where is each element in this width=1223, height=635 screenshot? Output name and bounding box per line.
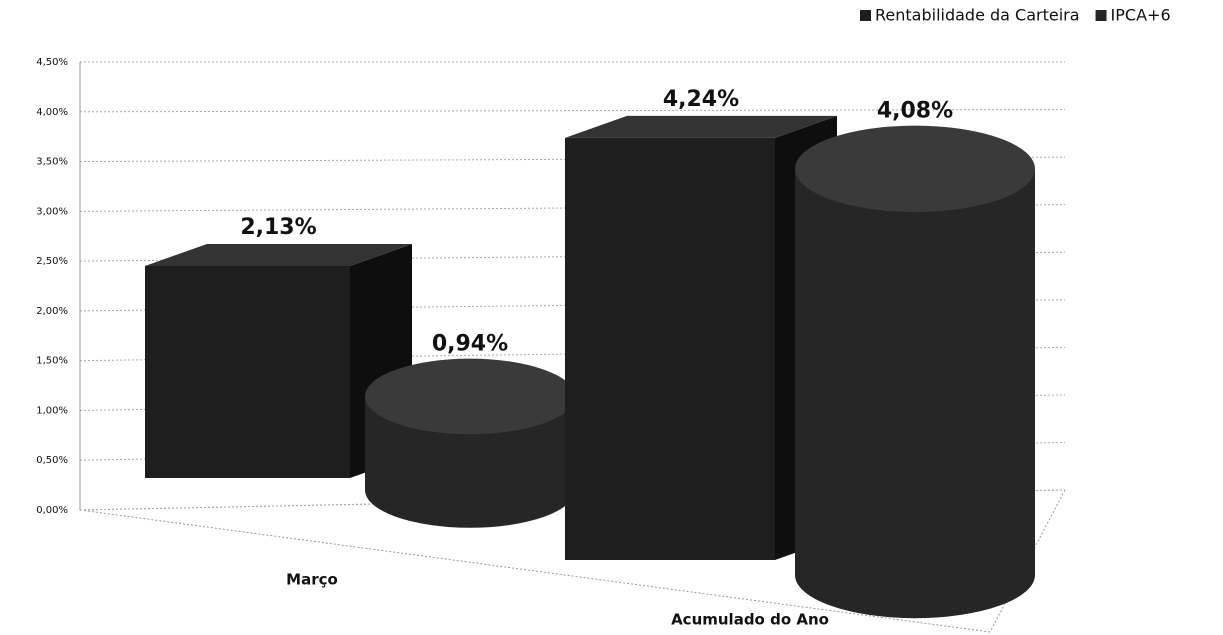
floor-front-edge xyxy=(79,509,991,633)
y-tick-label: 4,00% xyxy=(36,107,68,118)
value-label: 4,24% xyxy=(663,87,739,112)
legend-label: IPCA+6 xyxy=(1111,6,1171,25)
value-label: 0,94% xyxy=(432,332,508,357)
bar xyxy=(565,137,775,560)
y-tick-label: 3,00% xyxy=(36,206,68,217)
cylinder xyxy=(795,168,1035,575)
y-tick-label: 2,00% xyxy=(36,306,68,317)
x-tick-label: Março xyxy=(286,571,338,589)
y-tick-label: 2,50% xyxy=(36,256,68,267)
y-tick-label: 1,50% xyxy=(36,356,68,367)
y-tick-label: 3,50% xyxy=(36,157,68,168)
grid-line xyxy=(79,109,1066,113)
cylinder-top xyxy=(365,358,575,435)
value-label: 2,13% xyxy=(240,215,316,240)
y-tick-label: 0,00% xyxy=(36,505,68,516)
value-label: 4,08% xyxy=(877,99,953,124)
legend-swatch xyxy=(1095,10,1107,21)
bar xyxy=(145,265,350,478)
y-tick-label: 0,50% xyxy=(36,455,68,466)
x-tick-label: Acumulado do Ano xyxy=(671,611,829,629)
cylinder-top xyxy=(795,125,1035,213)
legend-label: Rentabilidade da Carteira xyxy=(875,6,1080,25)
bar-top xyxy=(145,243,412,266)
y-tick-label: 1,00% xyxy=(36,405,68,416)
y-tick-label: 4,50% xyxy=(36,57,68,68)
bar-top xyxy=(565,115,837,138)
legend-swatch xyxy=(860,10,871,21)
